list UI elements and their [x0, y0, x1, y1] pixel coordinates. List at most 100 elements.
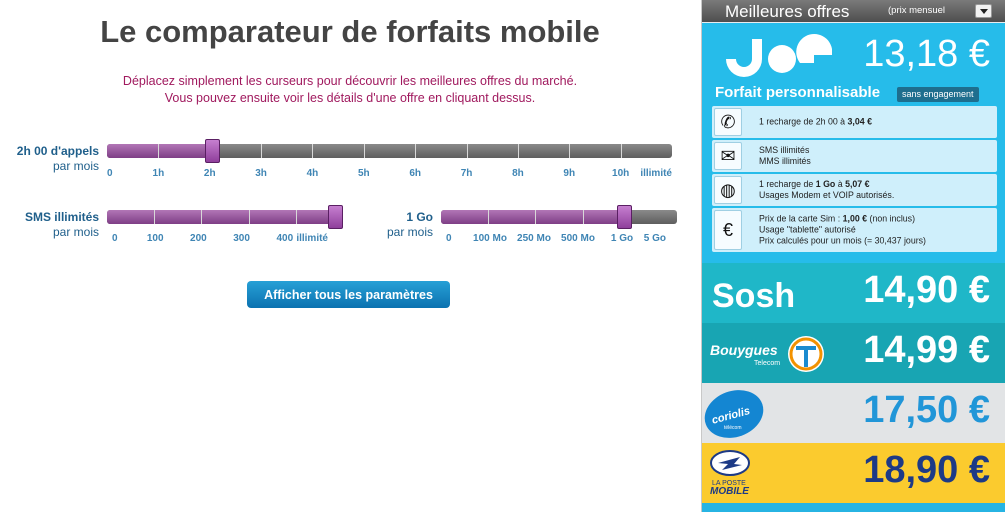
- bouygues-logo-text: Bouygues: [710, 342, 778, 358]
- laposte-logo-subtext: MOBILE: [710, 486, 749, 497]
- sms-slider-fill: [107, 210, 339, 224]
- calls-track-tick: [517, 144, 519, 158]
- joe-detail-sms: ✉ SMS illimités MMS illimités: [712, 140, 997, 172]
- best-offers-panel: Meilleures offres (prix mensuel 13,18 € …: [701, 0, 1005, 512]
- sort-label: (prix mensuel: [888, 5, 946, 16]
- joe-detail-price-line-2: Usage "tablette" autorisé: [759, 224, 856, 235]
- data-scale-tick-label: 5 Go: [643, 233, 666, 244]
- calls-slider-fill: [107, 144, 214, 158]
- no-commitment-badge: sans engagement: [897, 87, 979, 102]
- calls-scale-tick-label: 8h: [512, 168, 524, 179]
- calls-slider-thumb[interactable]: [205, 139, 221, 163]
- sms-scale-tick-label: 400: [276, 233, 294, 244]
- sms-track-tick: [201, 210, 203, 224]
- coriolis-logo: coriolis télécom: [704, 390, 764, 438]
- joe-detail-price: € Prix de la carte Sim : 1,00 € (non inc…: [712, 208, 997, 252]
- sms-scale-tick-label: illimité: [296, 233, 328, 244]
- joe-detail-price-line-1: Prix de la carte Sim : 1,00 € (non inclu…: [759, 213, 915, 224]
- joe-detail-data-line-1: 1 recharge de 1 Go à 5,07 €: [759, 179, 870, 189]
- calls-slider-label: 2h 00 d'appels par mois: [0, 144, 99, 174]
- calls-scale-tick-label: illimité: [640, 168, 672, 179]
- calls-scale-tick-label: 1h: [152, 168, 165, 179]
- joe-price: 13,18 €: [863, 33, 990, 75]
- calls-track-tick: [261, 144, 263, 158]
- sort-dropdown-button[interactable]: [975, 4, 992, 18]
- calls-scale-tick-label: 5h: [357, 168, 370, 179]
- calls-scale-tick-label: 7h: [460, 168, 473, 179]
- calls-track-tick: [620, 144, 622, 158]
- calls-track-tick: [158, 144, 160, 158]
- data-scale-tick-label: 100 Mo: [473, 233, 507, 244]
- sms-slider-track[interactable]: [107, 205, 343, 229]
- joe-detail-calls-text: 1 recharge de 2h 00 à 3,04 €: [759, 116, 872, 127]
- data-slider-scale: 0 100 Mo 250 Mo 500 Mo 1 Go 5 Go: [446, 233, 666, 245]
- offer-card-sosh[interactable]: Sosh 14,90 €: [702, 263, 1005, 323]
- coriolis-price: 17,50 €: [863, 389, 990, 431]
- offer-card-coriolis[interactable]: coriolis télécom 17,50 €: [702, 383, 1005, 443]
- best-offers-title: Meilleures offres: [725, 2, 850, 21]
- data-track-tick: [488, 210, 490, 224]
- calls-track-tick: [312, 144, 314, 158]
- sms-scale-tick-label: 100: [146, 233, 164, 244]
- joe-logo: [726, 34, 832, 77]
- calls-scale-tick-label: 10h: [612, 168, 630, 179]
- best-offers-header: Meilleures offres (prix mensuel: [702, 0, 1005, 22]
- calls-unit-label: par mois: [52, 159, 99, 173]
- joe-plan-name: Forfait personnalisable: [715, 84, 881, 101]
- sms-track-tick: [295, 210, 297, 224]
- joe-detail-data-text: 1 recharge de 1 Go à 5,07 € Usages Modem…: [759, 179, 894, 201]
- sms-scale-tick-label: 0: [112, 233, 118, 244]
- laposte-logo-text: LA POSTE: [712, 480, 746, 487]
- bouygues-logo: Bouygues Telecom: [710, 336, 824, 372]
- data-scale-tick-label: 500 Mo: [561, 233, 595, 244]
- joe-detail-sms-line-2: MMS illimités: [759, 156, 811, 166]
- data-slider-thumb[interactable]: [617, 205, 633, 229]
- sms-track-tick: [154, 210, 156, 224]
- calls-value-label: 2h 00 d'appels: [16, 144, 99, 158]
- calls-scale-tick-label: 3h: [255, 168, 267, 179]
- data-scale-tick-label: 1 Go: [610, 233, 634, 244]
- calls-scale-tick-label: 9h: [563, 168, 576, 179]
- data-slider-fill: [441, 210, 626, 224]
- laposte-price: 18,90 €: [863, 449, 990, 491]
- euro-icon: €: [714, 210, 742, 250]
- intro-line-2: Vous pouvez ensuite voir les détails d'u…: [164, 91, 536, 105]
- bouygues-logo-subtext: Telecom: [754, 360, 780, 367]
- calls-track-tick: [466, 144, 468, 158]
- coriolis-logo-subtext: télécom: [724, 425, 742, 431]
- data-slider-track[interactable]: [441, 205, 677, 229]
- data-value-label: 1 Go: [406, 210, 433, 224]
- sms-value-label: SMS illimités: [24, 210, 99, 224]
- sms-slider-thumb[interactable]: [328, 205, 343, 229]
- bouygues-price: 14,99 €: [863, 329, 990, 371]
- offer-card-laposte[interactable]: LA POSTE MOBILE 18,90 €: [702, 443, 1005, 503]
- data-scale-tick-label: 0: [446, 233, 452, 244]
- calls-scale-tick-label: 4h: [306, 168, 319, 179]
- calls-track-tick: [363, 144, 365, 158]
- calls-track-tick: [415, 144, 417, 158]
- sosh-logo: Sosh: [712, 277, 795, 315]
- calls-scale-tick-label: 0: [107, 168, 113, 179]
- calls-slider-track[interactable]: [107, 139, 672, 163]
- joe-detail-sms-line-1: SMS illimités: [759, 145, 810, 155]
- joe-detail-calls: ✆ 1 recharge de 2h 00 à 3,04 €: [712, 106, 997, 138]
- data-scale-tick-label: 250 Mo: [517, 233, 551, 244]
- intro-line-1: Déplacez simplement les curseurs pour dé…: [122, 74, 578, 88]
- offer-card-bouygues[interactable]: Bouygues Telecom 14,99 €: [702, 323, 1005, 383]
- comparator-panel: Le comparateur de forfaits mobile Déplac…: [0, 14, 700, 308]
- intro-text: Déplacez simplement les curseurs pour dé…: [0, 73, 700, 107]
- joe-detail-data-line-2: Usages Modem et VOIP autorisés.: [759, 190, 895, 200]
- calls-track-tick: [569, 144, 571, 158]
- next-offer-edge: [702, 503, 1005, 512]
- offer-card-joe[interactable]: 13,18 € Forfait personnalisable sans eng…: [702, 23, 1005, 263]
- sms-scale-tick-label: 300: [233, 233, 250, 244]
- phone-icon: ✆: [714, 108, 742, 136]
- laposte-logo: LA POSTE MOBILE: [710, 450, 750, 497]
- globe-icon: ◍: [714, 176, 742, 204]
- sms-slider-scale: 0 100 200 300 400 illimité: [112, 233, 328, 245]
- page-title: Le comparateur de forfaits mobile: [100, 14, 600, 49]
- show-all-parameters-button[interactable]: Afficher tous les paramètres: [247, 281, 450, 308]
- joe-detail-price-text: Prix de la carte Sim : 1,00 € (non inclu…: [759, 214, 926, 247]
- joe-detail-price-line-3: Prix calculés pour un mois (= 30,437 jou…: [759, 235, 926, 246]
- sosh-price: 14,90 €: [863, 269, 990, 311]
